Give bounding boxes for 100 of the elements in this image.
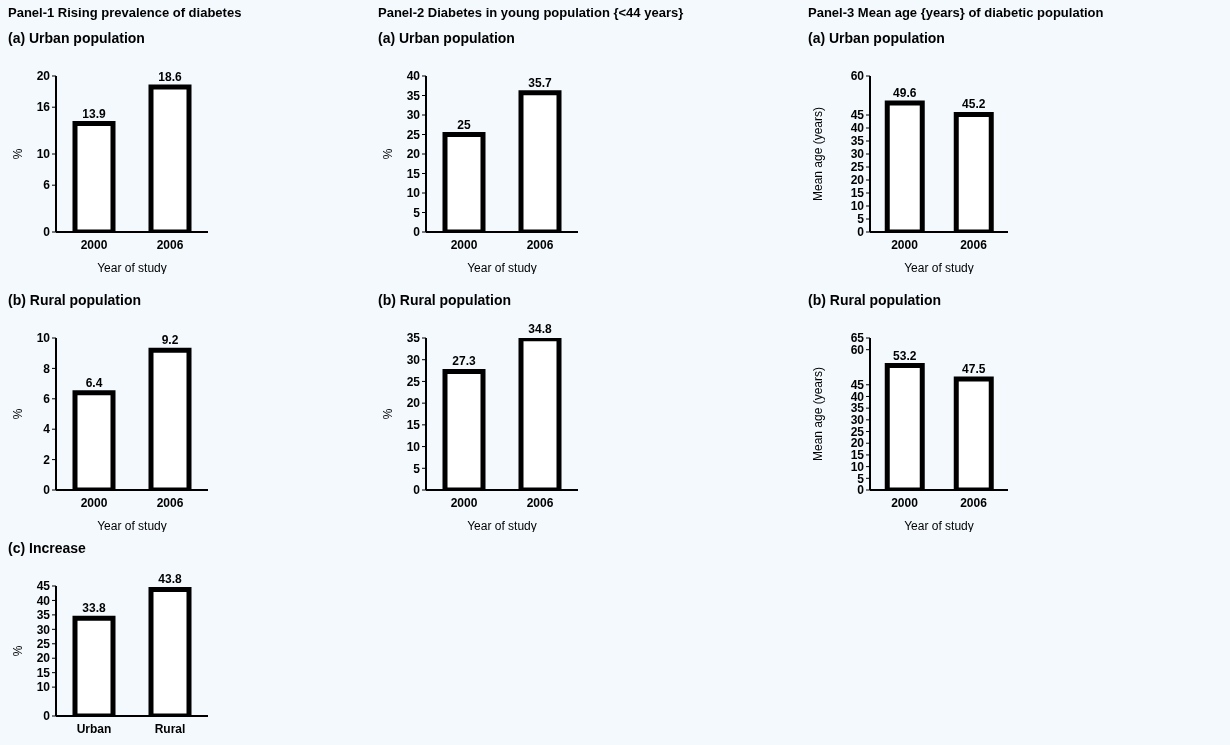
chart-title: Panel-3 Mean age {years} of diabetic population bbox=[808, 4, 1104, 22]
y-tick-label: 30 bbox=[406, 108, 421, 123]
x-tick-label: 2000 bbox=[891, 495, 919, 510]
y-tick-label: 60 bbox=[850, 69, 865, 84]
data-label: 49.6 bbox=[893, 86, 917, 101]
y-axis-title: % bbox=[11, 408, 26, 420]
data-label: 18.6 bbox=[158, 69, 182, 84]
y-tick-label: 30 bbox=[406, 352, 421, 367]
data-label: 35.7 bbox=[528, 75, 552, 90]
y-tick-label: 5 bbox=[413, 461, 421, 476]
y-axis-title: Mean age (years) bbox=[811, 366, 826, 462]
y-tick-label: 10 bbox=[406, 186, 421, 201]
y-tick-label: 20 bbox=[406, 147, 421, 162]
y-tick-label: 40 bbox=[850, 121, 865, 136]
y-tick-label: 15 bbox=[36, 665, 51, 680]
y-tick-label: 25 bbox=[850, 160, 865, 175]
y-axis-title: % bbox=[381, 408, 396, 420]
data-label: 43.8 bbox=[158, 572, 182, 587]
y-tick-label: 35 bbox=[406, 331, 421, 346]
y-tick-label: 20 bbox=[406, 396, 421, 411]
y-tick-label: 10 bbox=[850, 199, 865, 214]
x-tick-label: 2000 bbox=[450, 237, 478, 252]
y-tick-label: 4 bbox=[43, 422, 51, 437]
x-axis-title: Year of study bbox=[904, 261, 974, 275]
x-axis-title: Year of study bbox=[97, 261, 167, 275]
y-tick-label: 35 bbox=[850, 134, 865, 149]
y-tick-label: 0 bbox=[413, 483, 421, 498]
y-tick-label: 8 bbox=[43, 361, 51, 376]
chart-subtitle: (a) Urban population bbox=[808, 30, 946, 48]
y-tick-label: 0 bbox=[857, 483, 865, 498]
chart-subtitle: (b) Rural population bbox=[378, 292, 512, 310]
y-axis-title: % bbox=[381, 148, 396, 160]
y-tick-label: 25 bbox=[406, 374, 421, 389]
data-label: 9.2 bbox=[161, 333, 179, 348]
y-tick-label: 6 bbox=[43, 178, 51, 193]
x-tick-label: 2006 bbox=[156, 237, 184, 252]
y-tick-label: 20 bbox=[36, 651, 51, 666]
y-tick-label: 20 bbox=[850, 173, 865, 188]
chart-subtitle: (a) Urban population bbox=[8, 30, 146, 48]
data-label: 6.4 bbox=[85, 375, 103, 390]
x-tick-label: Urban bbox=[76, 721, 112, 736]
data-label: 34.8 bbox=[528, 321, 552, 336]
x-axis-title: Year of study bbox=[467, 261, 537, 275]
y-tick-label: 15 bbox=[850, 186, 865, 201]
data-label: 27.3 bbox=[452, 354, 476, 369]
y-tick-label: 0 bbox=[43, 709, 51, 724]
chart-subtitle: (c) Increase bbox=[8, 540, 87, 558]
data-label: 47.5 bbox=[962, 361, 986, 376]
x-tick-label: 2000 bbox=[80, 495, 108, 510]
y-tick-label: 40 bbox=[36, 593, 51, 608]
y-tick-label: 20 bbox=[850, 436, 865, 451]
y-tick-label: 35 bbox=[850, 401, 865, 416]
y-tick-label: 25 bbox=[36, 637, 51, 652]
data-label: 13.9 bbox=[82, 106, 106, 121]
x-tick-label: 2000 bbox=[891, 237, 919, 252]
data-label: 53.2 bbox=[893, 348, 917, 363]
x-tick-label: 2006 bbox=[960, 495, 988, 510]
y-tick-label: 0 bbox=[43, 483, 51, 498]
y-tick-label: 10 bbox=[36, 147, 51, 162]
x-tick-label: 2006 bbox=[960, 237, 988, 252]
y-tick-label: 15 bbox=[406, 418, 421, 433]
y-tick-label: 5 bbox=[857, 212, 865, 227]
x-tick-label: 2006 bbox=[526, 237, 554, 252]
y-axis-title: % bbox=[11, 148, 26, 160]
y-tick-label: 6 bbox=[43, 392, 51, 407]
y-tick-label: 25 bbox=[406, 127, 421, 142]
y-tick-label: 35 bbox=[36, 608, 51, 623]
y-tick-label: 30 bbox=[36, 622, 51, 637]
chart-subtitle: (a) Urban population bbox=[378, 30, 516, 48]
chart-title: Panel-2 Diabetes in young population {<44 years} bbox=[378, 4, 684, 22]
data-label: 33.8 bbox=[82, 601, 106, 616]
y-tick-label: 15 bbox=[406, 166, 421, 181]
y-tick-label: 16 bbox=[36, 100, 51, 115]
chart-subtitle: (b) Rural population bbox=[8, 292, 142, 310]
y-tick-label: 0 bbox=[43, 225, 51, 240]
data-label: 25 bbox=[457, 117, 471, 132]
x-axis-title: Year of study bbox=[904, 519, 974, 533]
x-tick-label: 2000 bbox=[80, 237, 108, 252]
y-tick-label: 0 bbox=[857, 225, 865, 240]
chart-subtitle: (b) Rural population bbox=[808, 292, 942, 310]
y-tick-label: 2 bbox=[43, 452, 51, 467]
y-tick-label: 45 bbox=[850, 108, 865, 123]
x-axis-title: Year of study bbox=[97, 519, 167, 533]
y-tick-label: 40 bbox=[406, 69, 421, 84]
data-label: 45.2 bbox=[962, 97, 986, 112]
chart-title: Panel-1 Rising prevalence of diabetes bbox=[8, 4, 242, 22]
x-tick-label: 2006 bbox=[156, 495, 184, 510]
x-tick-label: 2000 bbox=[450, 495, 478, 510]
x-axis-title: Year of study bbox=[467, 519, 537, 533]
x-tick-label: Rural bbox=[154, 721, 186, 736]
y-tick-label: 10 bbox=[406, 439, 421, 454]
x-tick-label: 2006 bbox=[526, 495, 554, 510]
y-axis-title: Mean age (years) bbox=[811, 106, 826, 202]
y-tick-label: 30 bbox=[850, 147, 865, 162]
y-tick-label: 5 bbox=[857, 471, 865, 486]
y-tick-label: 45 bbox=[36, 579, 51, 594]
y-tick-label: 5 bbox=[413, 205, 421, 220]
y-tick-label: 10 bbox=[36, 331, 51, 346]
y-tick-label: 10 bbox=[36, 680, 51, 695]
y-axis-title: % bbox=[11, 645, 26, 657]
